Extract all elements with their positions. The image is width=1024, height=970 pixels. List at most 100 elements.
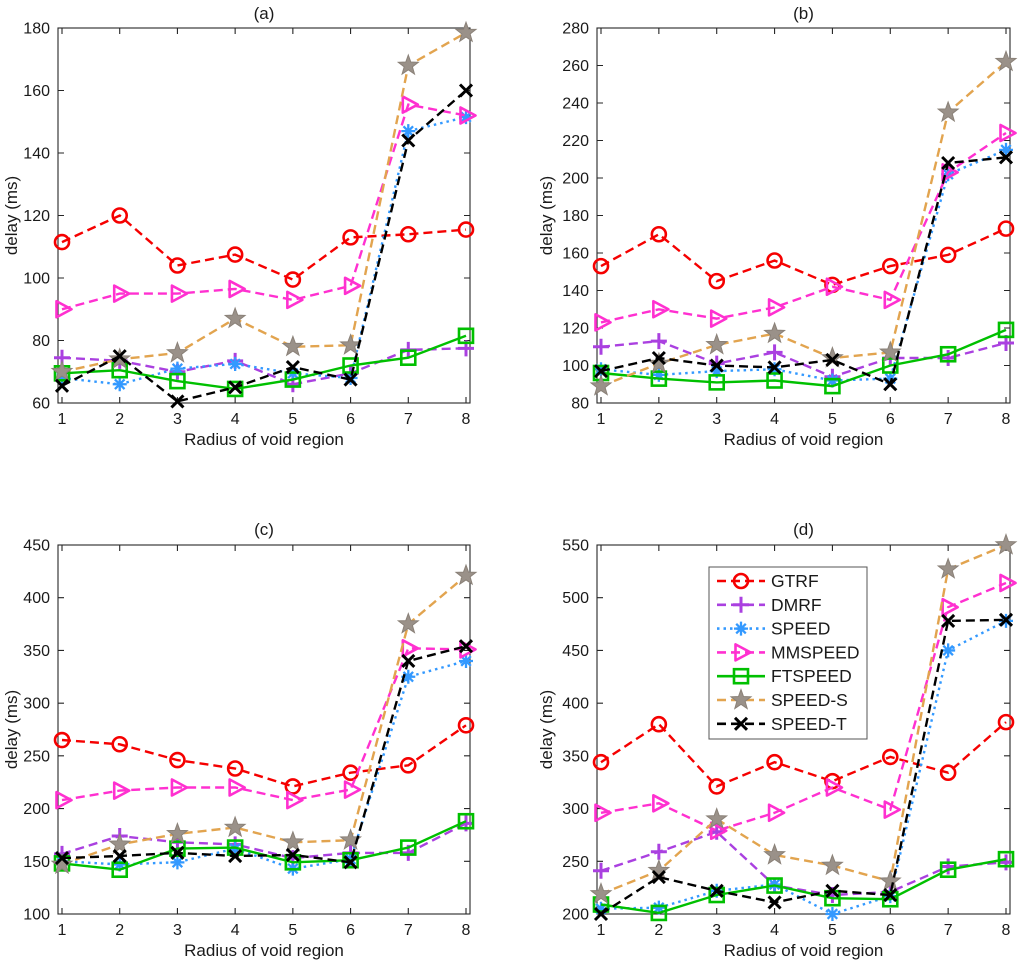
- marker-SPEED-T: [170, 394, 185, 409]
- marker-SPEED: [112, 857, 127, 872]
- y-tick-label: 180: [23, 21, 50, 38]
- marker-SPEED-T: [285, 847, 300, 863]
- marker-MMSPEED: [228, 778, 246, 797]
- marker-SPEED-T: [825, 352, 840, 367]
- marker-SPEED-T: [401, 653, 416, 669]
- x-tick-label: 5: [828, 411, 837, 428]
- marker-SPEED-S: [223, 815, 247, 838]
- marker-MMSPEED: [709, 821, 728, 841]
- x-axis-label: Radius of void region: [184, 430, 344, 449]
- x-tick-label: 3: [173, 411, 182, 428]
- y-tick-label: 250: [562, 854, 589, 871]
- marker-FTSPEED: [708, 886, 726, 904]
- y-tick-label: 180: [562, 208, 589, 225]
- y-tick-label: 500: [562, 590, 589, 607]
- marker-FTSPEED: [708, 374, 726, 391]
- x-tick-label: 3: [173, 922, 182, 939]
- marker-SPEED-S: [878, 340, 902, 363]
- marker-FTSPEED: [111, 861, 129, 879]
- marker-GTRF: [881, 257, 899, 275]
- legend-label: SPEED-S: [771, 690, 848, 710]
- marker-FTSPEED: [881, 357, 899, 374]
- y-tick-label: 100: [23, 271, 50, 288]
- marker-SPEED: [401, 669, 416, 684]
- marker-DMRF: [650, 333, 667, 350]
- marker-SPEED-T: [54, 851, 70, 866]
- marker-GTRF: [457, 716, 475, 734]
- marker-FTSPEED: [881, 890, 899, 908]
- x-tick-label: 6: [886, 922, 895, 939]
- marker-MMSPEED: [170, 778, 189, 797]
- marker-MMSPEED: [883, 800, 902, 819]
- marker-SPEED-T: [651, 350, 666, 366]
- marker-MMSPEED: [825, 778, 844, 797]
- series-line-SPEED-T: [600, 618, 1007, 916]
- marker-SPEED-T: [825, 883, 840, 898]
- x-tick-label: 2: [115, 922, 124, 939]
- marker-SPEED-S: [729, 688, 753, 710]
- marker-SPEED-T: [941, 613, 956, 628]
- x-tick-label: 8: [1002, 922, 1011, 939]
- x-tick-label: 7: [944, 411, 953, 428]
- marker-SPEED: [459, 110, 473, 125]
- marker-SPEED-T: [343, 372, 358, 387]
- marker-SPEED: [709, 364, 724, 379]
- marker-GTRF: [939, 764, 957, 782]
- y-tick-label: 200: [562, 907, 589, 924]
- marker-MMSPEED: [709, 309, 728, 328]
- marker-SPEED: [401, 124, 416, 139]
- chart-title: (a): [254, 4, 275, 23]
- marker-GTRF: [226, 246, 244, 263]
- x-tick-label: 5: [288, 922, 297, 939]
- legend-label: SPEED-T: [771, 714, 847, 734]
- series-line-SPEED-S: [61, 574, 467, 866]
- y-tick-label: 80: [571, 396, 589, 413]
- legend: GTRF DMRF SPEED MMSPEED FTSPEED SPEED-S SPEED-…: [708, 566, 868, 740]
- marker-SPEED-S: [589, 882, 613, 904]
- marker-GTRF: [766, 753, 783, 771]
- marker-GTRF: [650, 225, 668, 243]
- marker-SPEED: [734, 621, 748, 636]
- marker-SPEED-T: [709, 883, 724, 898]
- series-line-SPEED-T: [600, 156, 1007, 386]
- marker-SPEED-S: [454, 563, 478, 586]
- marker-GTRF: [169, 257, 186, 274]
- marker-SPEED-S: [50, 852, 74, 875]
- y-tick-label: 400: [23, 590, 50, 607]
- marker-SPEED-S: [281, 830, 305, 853]
- marker-MMSPEED: [55, 299, 73, 319]
- legend-entry-FTSPEED: FTSPEED: [717, 666, 852, 686]
- x-axis-label: Radius of void region: [184, 941, 344, 960]
- x-tick-label: 4: [770, 922, 779, 939]
- marker-DMRF: [940, 858, 957, 875]
- marker-FTSPEED: [997, 850, 1015, 868]
- x-tick-label: 8: [462, 922, 471, 939]
- marker-SPEED-T: [228, 380, 243, 395]
- chart-b: 1 2 3 4 5 6 7 8 80 100 120 140 160 180 200 220 240 260 280…: [537, 4, 1018, 449]
- marker-SPEED: [825, 373, 840, 388]
- marker-GTRF: [169, 751, 186, 769]
- series-line-MMSPEED: [600, 581, 1007, 832]
- x-tick-label: 1: [597, 922, 606, 939]
- plot-box: [596, 544, 1011, 915]
- marker-SPEED-T: [593, 364, 609, 379]
- marker-SPEED: [651, 367, 666, 382]
- y-tick-label: 200: [562, 171, 589, 188]
- marker-SPEED-S: [994, 533, 1018, 555]
- x-tick-label: 4: [231, 411, 240, 428]
- marker-DMRF: [650, 843, 667, 860]
- x-tick-label: 7: [944, 922, 953, 939]
- x-tick-label: 8: [1002, 411, 1011, 428]
- x-tick-label: 5: [288, 411, 297, 428]
- marker-FTSPEED: [732, 667, 750, 685]
- series-line-GTRF: [61, 214, 467, 281]
- marker-SPEED-S: [281, 334, 305, 357]
- marker-SPEED-T: [767, 360, 782, 375]
- marker-MMSPEED: [594, 313, 612, 332]
- x-tick-label: 3: [712, 922, 721, 939]
- marker-SPEED-S: [165, 821, 189, 844]
- series-line-SPEED-S: [600, 543, 1007, 896]
- legend-label: SPEED: [771, 619, 830, 639]
- marker-SPEED-T: [228, 848, 243, 864]
